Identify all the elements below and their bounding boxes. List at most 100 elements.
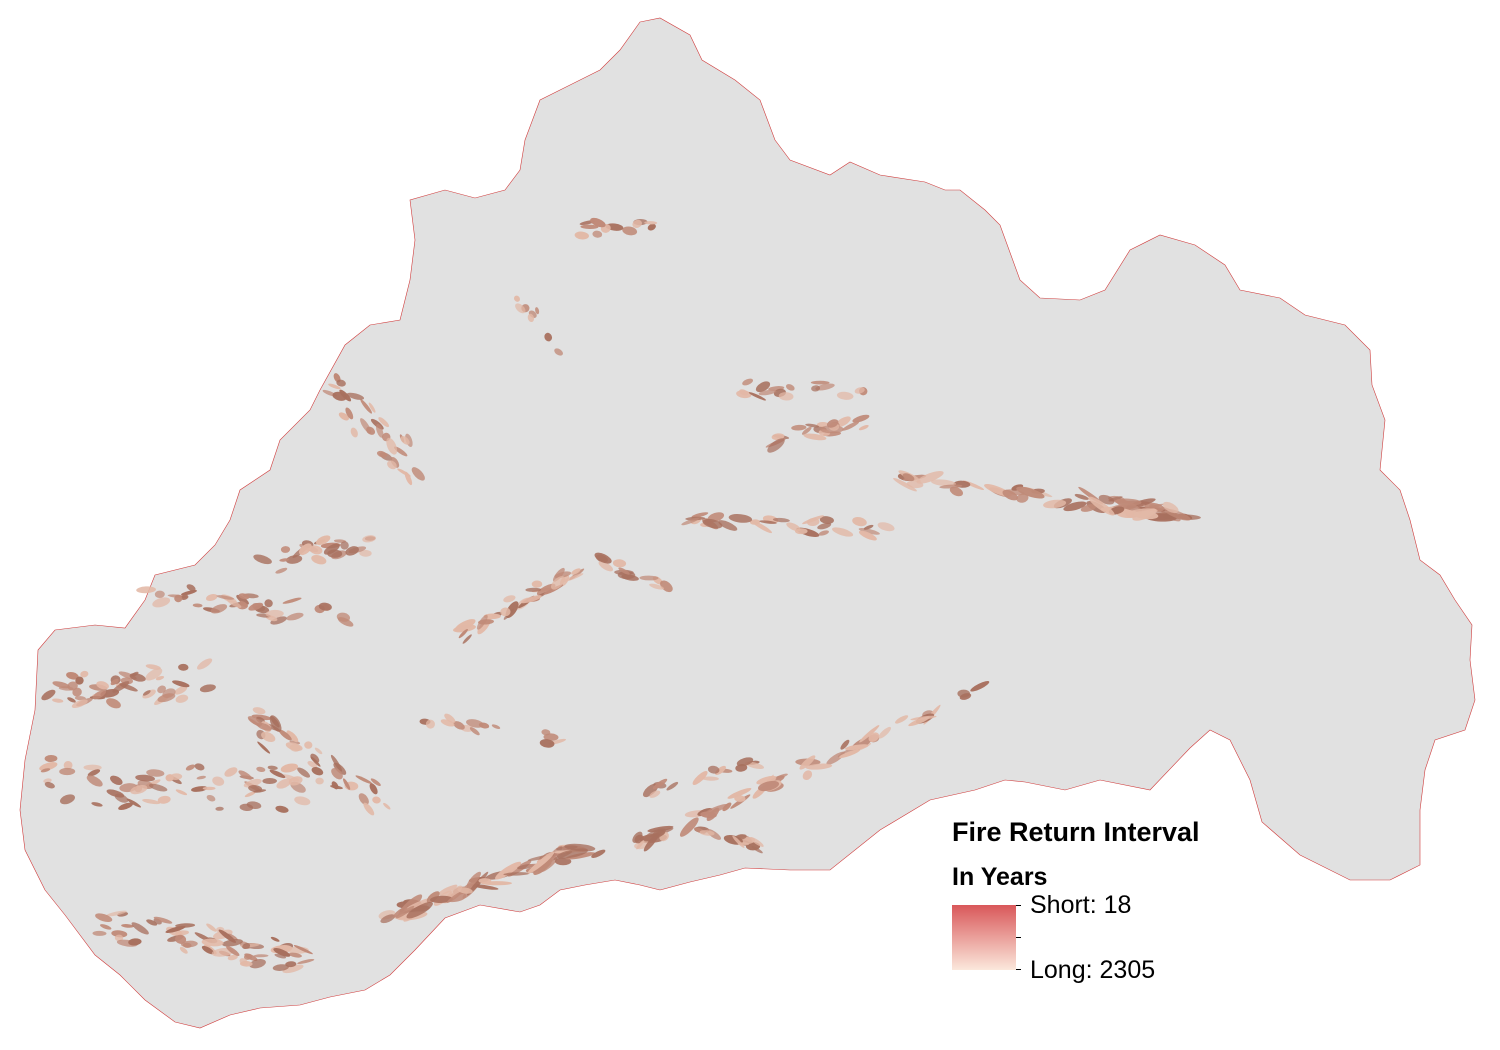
fire-patch [323, 543, 340, 555]
fire-patch [727, 787, 752, 799]
fire-patch [411, 467, 425, 481]
fire-patch [639, 575, 659, 581]
fire-patch [376, 450, 388, 458]
fire-patch [336, 612, 351, 622]
fire-patch [106, 698, 121, 709]
fire-patch [315, 777, 324, 785]
fire-patch [791, 424, 807, 431]
fire-patch [212, 776, 225, 786]
fire-patch [959, 693, 972, 700]
fire-patch [877, 522, 895, 532]
fire-patch [175, 789, 188, 796]
fire-patch [591, 849, 606, 858]
fire-patch [772, 517, 790, 523]
fire-patch [282, 597, 302, 604]
fire-patch [500, 607, 511, 617]
fire-patch [811, 385, 821, 392]
legend-tick-top [1016, 905, 1021, 906]
fire-patch [206, 923, 217, 932]
fire-patch [701, 776, 719, 781]
fire-patch [895, 715, 909, 724]
fire-patch [644, 221, 658, 225]
fire-patch [60, 794, 75, 805]
fire-patch [246, 801, 262, 810]
fire-patch [92, 930, 107, 936]
fire-patch [910, 715, 937, 721]
fire-patch [370, 778, 381, 786]
legend-short-label: Short: 18 [1030, 891, 1132, 919]
fire-patch [165, 925, 186, 933]
fire-patch [563, 573, 584, 582]
fire-patch [718, 520, 738, 531]
watershed-boundary [19, 17, 1476, 1029]
fire-patch [868, 732, 880, 743]
fire-patch [218, 929, 236, 943]
fire-patch [270, 936, 280, 942]
fire-patch [216, 595, 235, 600]
fire-patch [503, 595, 516, 603]
fire-patch [541, 729, 551, 736]
fire-patch [227, 933, 238, 941]
fire-patch [826, 419, 839, 428]
fire-patch [1016, 493, 1029, 503]
fire-patch [632, 831, 643, 843]
fire-patch [756, 775, 777, 785]
fire-patch [458, 629, 468, 639]
fire-patch [242, 943, 251, 949]
fire-patch [174, 685, 188, 695]
fire-patch [288, 952, 302, 958]
fire-patch [778, 392, 794, 401]
fire-patch [852, 517, 867, 527]
fire-patch [692, 771, 708, 785]
fire-patch [679, 817, 699, 837]
fire-patch [192, 603, 203, 608]
fire-patch [236, 594, 249, 605]
fire-patch [244, 953, 258, 962]
fire-patch [181, 940, 198, 948]
fire-patch [346, 392, 365, 400]
fire-patch [544, 332, 553, 342]
fire-patch [149, 783, 168, 792]
fire-patch [52, 698, 64, 703]
fire-patch [119, 683, 138, 692]
fire-patch [514, 295, 520, 302]
fire-patch [66, 672, 79, 680]
fire-patch [515, 303, 526, 314]
fire-patch [571, 568, 581, 575]
fire-patch [706, 807, 720, 822]
fire-patch [205, 594, 218, 601]
fire-patch [110, 775, 123, 786]
fire-patch [197, 658, 213, 670]
fire-patch [276, 778, 292, 789]
fire-patch [802, 515, 824, 525]
fire-patch [174, 594, 183, 603]
fire-patch [106, 789, 125, 798]
fire-patch [273, 948, 291, 957]
fire-patch [146, 919, 158, 926]
fire-patch [803, 433, 827, 441]
fire-patch [41, 689, 56, 701]
fire-patch [340, 541, 349, 550]
fire-patch [380, 914, 395, 924]
fire-patch [110, 678, 119, 686]
fire-patch [100, 924, 112, 930]
fire-patch [157, 693, 176, 703]
fire-patch [368, 402, 376, 413]
fire-patch [358, 793, 369, 805]
fire-patch [1080, 504, 1097, 512]
fire-patch [845, 744, 869, 751]
fire-patch [153, 916, 173, 924]
fire-patch [815, 383, 835, 391]
fire-patch [135, 774, 155, 782]
fire-patch [142, 799, 161, 805]
fire-patch [1098, 494, 1115, 505]
fire-patch [758, 389, 777, 396]
fire-patch [145, 664, 161, 670]
fire-patch [345, 546, 359, 556]
fire-patch [280, 763, 299, 773]
fire-patch [759, 520, 777, 524]
fire-patch [332, 391, 347, 401]
fire-patch [280, 546, 291, 553]
fire-patch [554, 348, 563, 356]
fire-patch [262, 777, 277, 785]
